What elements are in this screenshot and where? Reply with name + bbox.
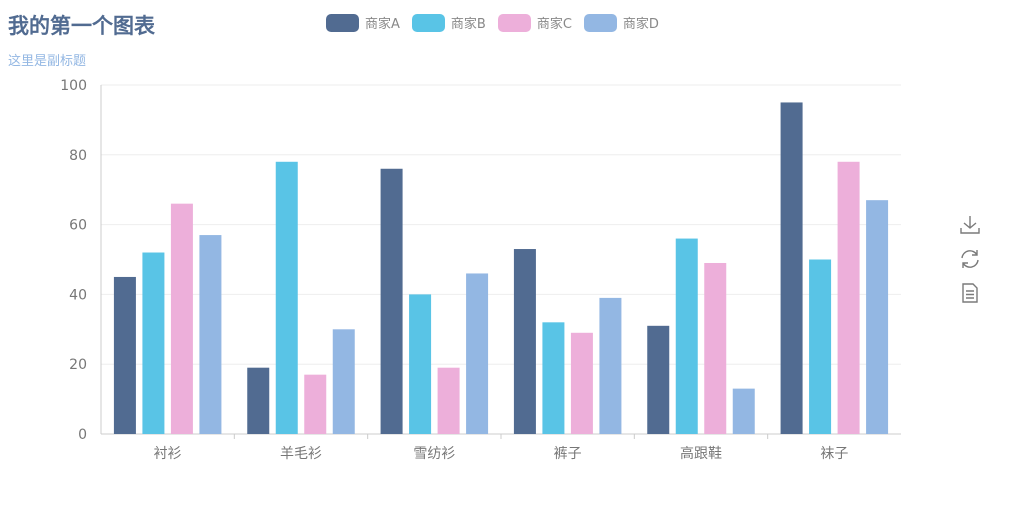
bar [542, 322, 565, 434]
bar [113, 276, 136, 434]
legend: 商家A 商家B 商家C 商家D [326, 13, 659, 32]
y-tick-label: 20 [69, 357, 87, 373]
bar [142, 252, 165, 434]
chart-title: 我的第一个图表 [8, 14, 155, 38]
bar [599, 297, 622, 434]
bar [837, 161, 860, 434]
data-view-icon[interactable] [958, 281, 982, 305]
x-tick-label: 高跟鞋 [680, 445, 722, 462]
chart-subtitle: 这里是副标题 [8, 54, 87, 69]
bar [199, 235, 222, 434]
refresh-icon[interactable] [958, 247, 982, 271]
x-tick-label: 衬衫 [154, 446, 182, 462]
x-tick-label: 羊毛衫 [280, 446, 322, 462]
legend-swatch [583, 13, 617, 32]
bar [466, 273, 489, 434]
x-tick-label: 裤子 [554, 446, 582, 462]
bar [170, 203, 193, 434]
bar [780, 102, 803, 434]
y-tick-label: 80 [69, 148, 87, 164]
bar [437, 367, 460, 434]
bar [704, 262, 727, 434]
legend-swatch [411, 13, 445, 32]
bar [570, 332, 593, 434]
legend-item[interactable]: 商家D [583, 13, 659, 32]
legend-label: 商家B [450, 17, 486, 32]
bar [513, 249, 536, 434]
bar [409, 294, 432, 434]
bar [332, 329, 355, 434]
bar [732, 388, 755, 434]
bar [380, 168, 403, 434]
legend-item[interactable]: 商家C [497, 13, 572, 32]
bar [647, 325, 670, 434]
bar [247, 367, 270, 434]
y-tick-label: 40 [69, 287, 87, 303]
legend-label: 商家C [536, 17, 572, 32]
download-icon[interactable] [958, 213, 982, 237]
y-tick-label: 0 [78, 427, 87, 443]
legend-swatch [497, 13, 531, 32]
legend-label: 商家A [365, 17, 400, 32]
bar [304, 374, 327, 434]
bar [675, 238, 698, 434]
legend-item[interactable]: 商家A [326, 13, 400, 32]
legend-swatch [326, 13, 359, 32]
bar [809, 259, 832, 434]
bar [275, 161, 298, 434]
x-tick-label: 袜子 [820, 446, 848, 462]
y-tick-label: 100 [60, 78, 87, 94]
toolbox [958, 213, 982, 305]
y-tick-label: 60 [69, 218, 87, 234]
legend-item[interactable]: 商家B [411, 13, 486, 32]
x-tick-label: 雪纺衫 [413, 446, 455, 462]
bar [866, 200, 889, 434]
legend-label: 商家D [622, 17, 659, 32]
